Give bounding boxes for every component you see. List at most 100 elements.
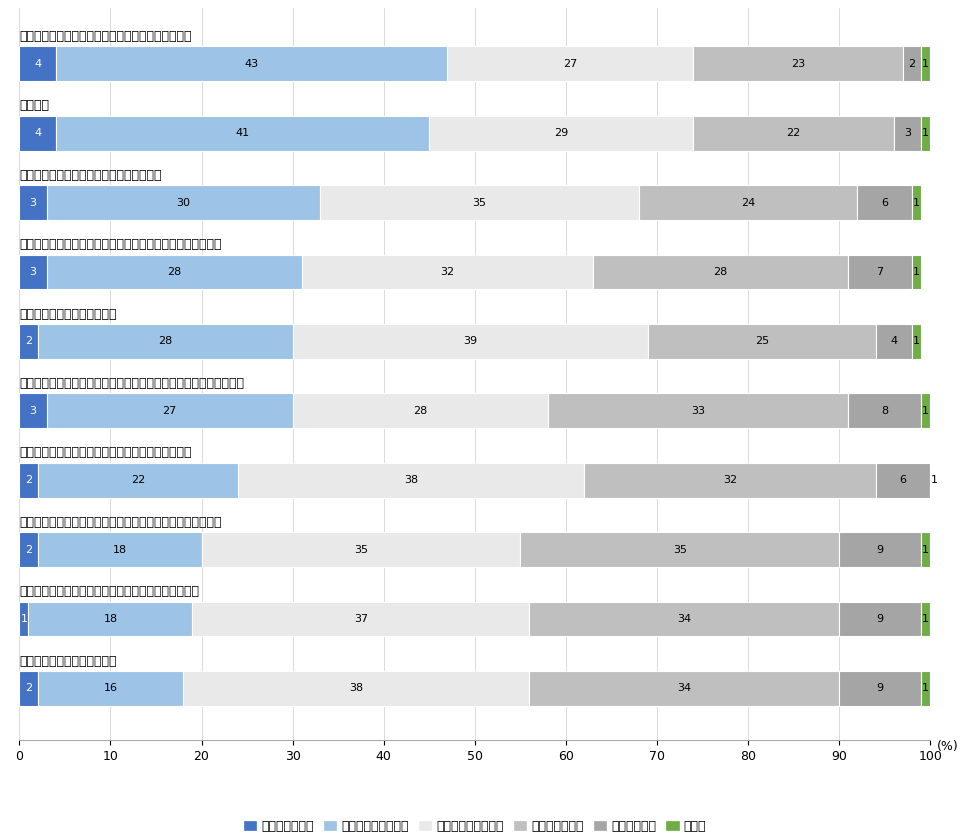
Bar (930, 463, 939, 498)
Bar (839, 671, 922, 706)
Bar (429, 116, 694, 151)
Text: 公共安全（警察、消防など）: 公共安全（警察、消防など） (19, 308, 117, 320)
Text: 9: 9 (877, 683, 884, 693)
Text: 学校教育（小中学校教育、高校教育など）: 学校教育（小中学校教育、高校教育など） (19, 169, 162, 182)
Text: 27: 27 (563, 59, 578, 69)
Text: 2: 2 (25, 475, 32, 485)
Bar (912, 186, 922, 220)
Bar (922, 671, 930, 706)
Text: 7: 7 (877, 267, 884, 277)
Text: 22: 22 (131, 475, 145, 485)
Text: 32: 32 (723, 475, 736, 485)
Text: 9: 9 (877, 545, 884, 555)
Text: 39: 39 (463, 336, 478, 346)
Bar (183, 671, 529, 706)
Bar (47, 186, 320, 220)
Bar (593, 255, 848, 290)
Text: 27: 27 (163, 406, 176, 416)
Text: 28: 28 (158, 336, 172, 346)
Bar (520, 532, 839, 567)
Text: 防衛（防御、警戒監視など）: 防衛（防御、警戒監視など） (19, 655, 117, 667)
Text: 8: 8 (881, 406, 889, 416)
Text: 38: 38 (404, 475, 418, 485)
Bar (320, 186, 639, 220)
Bar (912, 324, 922, 359)
Text: 1: 1 (922, 406, 929, 416)
Text: 2: 2 (25, 545, 32, 555)
Text: 38: 38 (350, 683, 363, 693)
Bar (19, 394, 47, 428)
Text: 28: 28 (413, 406, 427, 416)
Bar (912, 255, 922, 290)
Bar (547, 394, 848, 428)
Text: 28: 28 (713, 267, 728, 277)
Bar (694, 47, 903, 82)
Bar (903, 47, 922, 82)
Text: 6: 6 (881, 198, 889, 208)
Text: 35: 35 (672, 545, 687, 555)
Bar (19, 602, 28, 636)
Bar (28, 602, 193, 636)
Text: 1: 1 (913, 336, 921, 346)
Bar (19, 255, 47, 290)
Text: 生活支援（失業給付、生活保護、公営貳貸住宅の提供など）: 生活支援（失業給付、生活保護、公営貳貸住宅の提供など） (19, 516, 222, 529)
Text: 33: 33 (691, 406, 705, 416)
Text: 2: 2 (25, 336, 32, 346)
Bar (202, 532, 520, 567)
Text: 4: 4 (34, 128, 41, 138)
Bar (38, 532, 202, 567)
Text: 1: 1 (913, 198, 921, 208)
Bar (38, 671, 183, 706)
Bar (19, 324, 38, 359)
Text: 1: 1 (922, 545, 929, 555)
Bar (56, 116, 429, 151)
Text: 1: 1 (922, 128, 929, 138)
Bar (922, 116, 930, 151)
Bar (238, 463, 584, 498)
Text: 29: 29 (554, 128, 569, 138)
Text: 9: 9 (877, 614, 884, 624)
Text: 3: 3 (29, 406, 37, 416)
Bar (922, 394, 930, 428)
Text: 34: 34 (677, 683, 691, 693)
Text: 1: 1 (922, 59, 929, 69)
Text: 2: 2 (25, 683, 32, 693)
Bar (529, 602, 839, 636)
Bar (922, 532, 930, 567)
Bar (648, 324, 876, 359)
Bar (19, 532, 38, 567)
Text: 43: 43 (244, 59, 259, 69)
Text: 24: 24 (741, 198, 755, 208)
Bar (19, 47, 56, 82)
Bar (19, 671, 38, 706)
Bar (839, 602, 922, 636)
Bar (893, 116, 922, 151)
Text: 3: 3 (29, 198, 37, 208)
Legend: よく知っている, ある程度知っている, どちらともいえない, あまり知らない, 全く知らない, 無回答: よく知っている, ある程度知っている, どちらともいえない, あまり知らない, … (239, 816, 710, 832)
Bar (19, 463, 38, 498)
Text: 1: 1 (931, 475, 938, 485)
Bar (529, 671, 839, 706)
Bar (56, 47, 448, 82)
Text: 34: 34 (677, 614, 691, 624)
Text: 4: 4 (891, 336, 897, 346)
Text: 2: 2 (909, 59, 916, 69)
Text: 16: 16 (104, 683, 117, 693)
Bar (293, 394, 547, 428)
Text: 28: 28 (167, 267, 181, 277)
Text: 32: 32 (441, 267, 454, 277)
Bar (639, 186, 858, 220)
Bar (848, 394, 922, 428)
Bar (876, 324, 912, 359)
Bar (38, 324, 293, 359)
Bar (876, 463, 930, 498)
Text: 医療サービス（保険料・サービスの質・費用など）: 医療サービス（保険料・サービスの質・費用など） (19, 30, 192, 43)
Text: 22: 22 (787, 128, 800, 138)
Text: 25: 25 (755, 336, 768, 346)
Text: 35: 35 (472, 198, 486, 208)
Text: 4: 4 (34, 59, 41, 69)
Text: 3: 3 (29, 267, 37, 277)
Bar (293, 324, 648, 359)
Text: 37: 37 (354, 614, 368, 624)
Bar (47, 255, 301, 290)
